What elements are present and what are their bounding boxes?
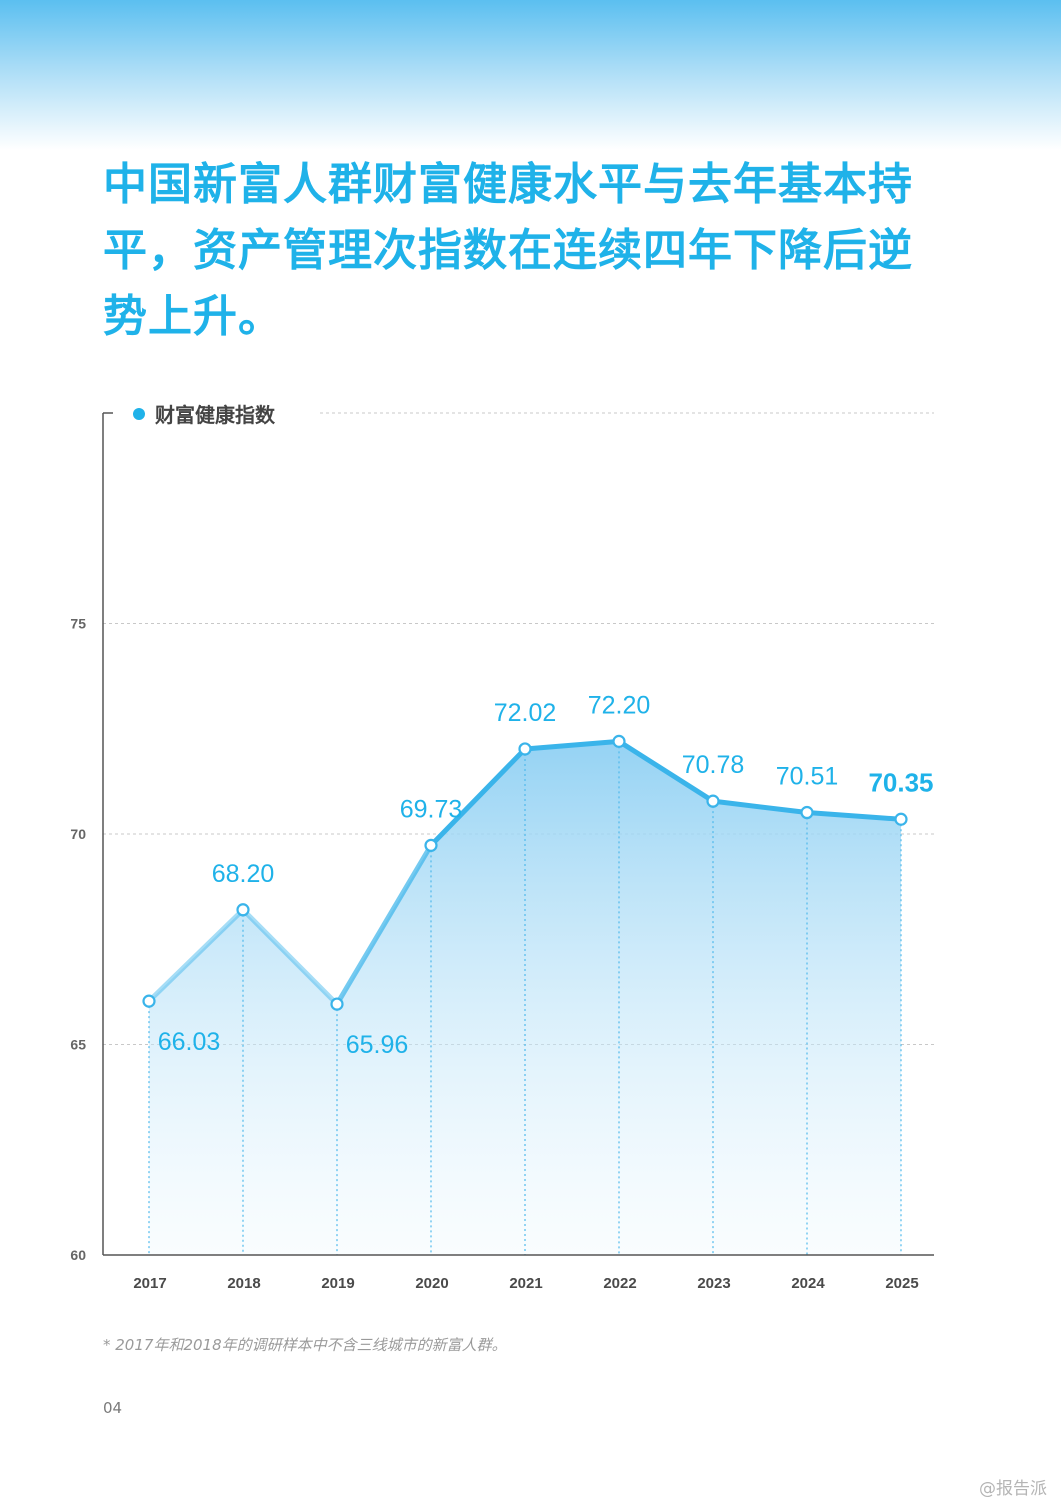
data-label: 66.03 bbox=[158, 1028, 221, 1056]
data-point bbox=[706, 794, 720, 808]
x-tick-label: 2020 bbox=[415, 1275, 448, 1292]
series-line-segment bbox=[804, 810, 904, 822]
area-fill-path bbox=[149, 741, 901, 1255]
axes bbox=[102, 412, 934, 1256]
x-tick-label: 2022 bbox=[603, 1275, 636, 1292]
data-labels: 66.03 68.20 65.96 69.73 72.02 72.20 70.78 70.51… bbox=[158, 691, 934, 1059]
footnote: * 2017年和2018年的调研样本中不含三线城市的新富人群。 bbox=[103, 1336, 507, 1354]
series-line bbox=[146, 738, 904, 1007]
x-tick-label: 2019 bbox=[321, 1275, 354, 1292]
legend: 财富健康指数 bbox=[133, 403, 276, 427]
data-point bbox=[330, 997, 344, 1011]
x-tick-label: 2017 bbox=[133, 1275, 166, 1292]
data-label: 69.73 bbox=[400, 795, 463, 823]
x-tick-label: 2024 bbox=[791, 1275, 825, 1292]
series-line-segment bbox=[428, 746, 528, 848]
x-tick-label: 2023 bbox=[697, 1275, 730, 1292]
data-label: 70.51 bbox=[776, 763, 839, 791]
header-gradient-band bbox=[0, 0, 1061, 150]
data-label: 70.78 bbox=[682, 751, 745, 779]
data-point bbox=[142, 994, 156, 1008]
data-point bbox=[424, 838, 438, 852]
data-label: 65.96 bbox=[346, 1031, 409, 1059]
series-line-segment bbox=[616, 738, 716, 804]
data-point bbox=[800, 805, 814, 820]
y-tick-label: 60 bbox=[70, 1247, 86, 1263]
series-line-segment bbox=[240, 907, 340, 1007]
data-label: 72.02 bbox=[494, 699, 557, 727]
page-number: 04 bbox=[103, 1399, 123, 1417]
data-points bbox=[142, 734, 908, 1011]
data-label: 68.20 bbox=[212, 860, 275, 888]
legend-label: 财富健康指数 bbox=[155, 403, 276, 427]
page-headline: 中国新富人群财富健康水平与去年基本持平，资产管理次指数在连续四年下降后逆势上升。 bbox=[103, 159, 913, 342]
legend-dot bbox=[133, 408, 145, 420]
series-line-segment bbox=[146, 907, 246, 1004]
drop-lines bbox=[148, 741, 902, 1255]
series-line-segment bbox=[522, 738, 622, 752]
x-tick-label: 2021 bbox=[509, 1275, 542, 1292]
tick-labels: 60 65 70 75 2017 2018 2019 2020 2021 2022 2023 2024… bbox=[70, 616, 918, 1293]
series-line-segment bbox=[334, 842, 434, 1007]
wealth-health-chart: 66.03 68.20 65.96 69.73 72.02 72.20 70.78 70.51… bbox=[0, 380, 1061, 1320]
y-tick-label: 65 bbox=[70, 1037, 86, 1053]
series-line-segment bbox=[710, 798, 810, 816]
area-fill bbox=[149, 741, 901, 1255]
data-point bbox=[894, 812, 908, 826]
y-tick-label: 75 bbox=[70, 616, 86, 632]
data-point bbox=[612, 734, 626, 748]
data-point bbox=[236, 903, 250, 917]
x-tick-label: 2018 bbox=[227, 1275, 260, 1292]
watermark: @报告派 bbox=[979, 1479, 1047, 1499]
chart-svg: 66.03 68.20 65.96 69.73 72.02 72.20 70.78 70.51… bbox=[70, 403, 934, 1293]
x-tick-label: 2025 bbox=[885, 1275, 918, 1292]
y-tick-label: 70 bbox=[70, 826, 86, 842]
data-label: 70.35 bbox=[868, 767, 933, 797]
data-label: 72.20 bbox=[588, 691, 651, 719]
data-point bbox=[518, 742, 532, 756]
